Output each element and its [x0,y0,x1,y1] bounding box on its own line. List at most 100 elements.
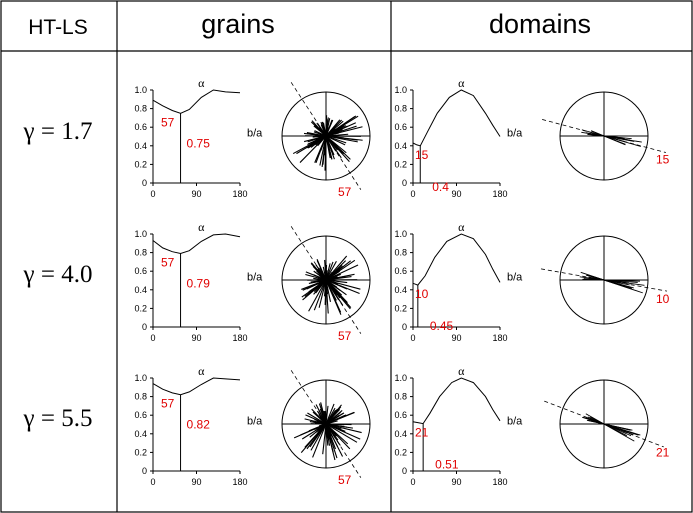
y-tick-label: 0.8 [394,248,407,258]
ba-min-label: 0.4 [432,180,449,194]
x-tick-label: 180 [492,333,507,343]
ba-min-label: 0.51 [435,458,459,472]
ba-curve [152,89,241,114]
y-tick-label: 0.8 [394,392,407,402]
y-tick-label: 0.8 [394,104,407,114]
ba-axis-label: b/a [507,416,523,428]
y-tick-label: 0 [402,322,407,332]
rose-angle-label: 57 [338,185,352,199]
alpha-axis-label: α [198,364,205,378]
y-tick-label: 0.2 [134,159,147,169]
y-tick-label: 0.2 [394,303,407,313]
rose-segment [313,261,334,311]
orientation-line [544,400,664,448]
domains-column-header: domains [489,9,591,39]
y-tick-label: 0.4 [394,285,407,295]
rose-angle-label: 15 [656,152,670,166]
alpha-min-label: 21 [415,426,429,440]
corner-label: HT-LS [28,16,88,39]
rose-segment [307,279,358,281]
rose-angle-label: 10 [656,292,670,306]
x-tick-label: 0 [150,333,155,343]
rose-segment [586,419,633,431]
rose-segment [317,414,340,430]
y-tick-label: 1.0 [394,229,407,239]
alpha-axis-label: α [458,220,465,234]
y-tick-label: 0.8 [134,104,147,114]
y-tick-label: 0.2 [134,303,147,313]
rose-segment [318,276,339,285]
rose-segment [318,124,338,144]
rose-segment [302,273,341,291]
y-tick-label: 0.4 [134,429,147,439]
ba-curve [412,89,501,147]
x-tick-label: 90 [451,333,461,343]
orientation-line [290,370,362,478]
alpha-axis-label: α [198,76,205,90]
x-tick-label: 90 [191,477,201,487]
ba-curve [412,377,501,425]
y-tick-label: 0.8 [134,392,147,402]
y-tick-label: 0 [402,466,407,476]
rose-segment [588,133,631,141]
ba-axis-label: b/a [507,128,523,140]
rose-segment [318,403,338,459]
x-tick-label: 0 [150,189,155,199]
ba-curve [152,233,241,255]
y-tick-label: 0.2 [394,159,407,169]
grains-panel-row-2: 0 0.2 0.4 0.6 0.8 1.0 0 90 180 α b/a 57 0.79 57 [134,220,371,343]
x-tick-label: 180 [232,333,247,343]
ba-min-label: 0.79 [187,277,211,291]
rose-segment [312,403,335,458]
alpha-axis-label: α [198,220,205,234]
rose-segment [313,131,347,144]
rose-segment [587,274,632,289]
rose-segment [321,121,333,160]
rose-segment [305,414,361,440]
rose-segment [322,405,329,455]
x-tick-label: 0 [410,333,415,343]
rose-segment [315,271,333,294]
rose-segment [306,115,359,149]
gamma-label-row-3: γ = 5.5 [23,405,93,432]
rose-segment [316,410,341,446]
y-tick-label: 0 [402,178,407,188]
rose-segment [324,411,329,446]
rose-segment [305,273,361,290]
rose-segment [319,275,338,288]
rose-segment [590,130,626,145]
y-tick-label: 0.6 [134,410,147,420]
y-tick-label: 1.0 [394,85,407,95]
alpha-min-label: 57 [161,397,175,411]
x-tick-label: 180 [232,189,247,199]
ba-min-label: 0.45 [430,319,454,333]
x-tick-label: 0 [410,189,415,199]
rose-angle-label: 21 [656,446,670,460]
x-tick-label: 180 [232,477,247,487]
alpha-axis-label: α [458,76,465,90]
rose-segment [318,409,339,433]
y-tick-label: 0.6 [394,266,407,276]
y-tick-label: 0 [142,178,147,188]
y-tick-label: 0.8 [134,248,147,258]
y-tick-label: 0.6 [394,410,407,420]
grains-panel-row-3: 0 0.2 0.4 0.6 0.8 1.0 0 90 180 α b/a 57 0.82 57 [134,364,371,487]
rose-segment [311,120,350,162]
rose-segment [322,266,332,302]
alpha-min-label: 10 [415,287,429,301]
y-tick-label: 0 [142,466,147,476]
x-tick-label: 0 [150,477,155,487]
y-tick-label: 0.6 [134,266,147,276]
rose-segment [312,133,349,138]
y-tick-label: 0.6 [134,122,147,132]
rose-segment [314,267,345,300]
rose-segment [316,258,342,315]
y-tick-label: 0.2 [134,447,147,457]
alpha-min-label: 15 [415,148,429,162]
ba-min-label: 0.75 [187,136,211,150]
x-tick-label: 90 [191,189,201,199]
orientation-line [290,82,362,190]
x-tick-label: 180 [492,477,507,487]
y-tick-label: 0.4 [394,429,407,439]
